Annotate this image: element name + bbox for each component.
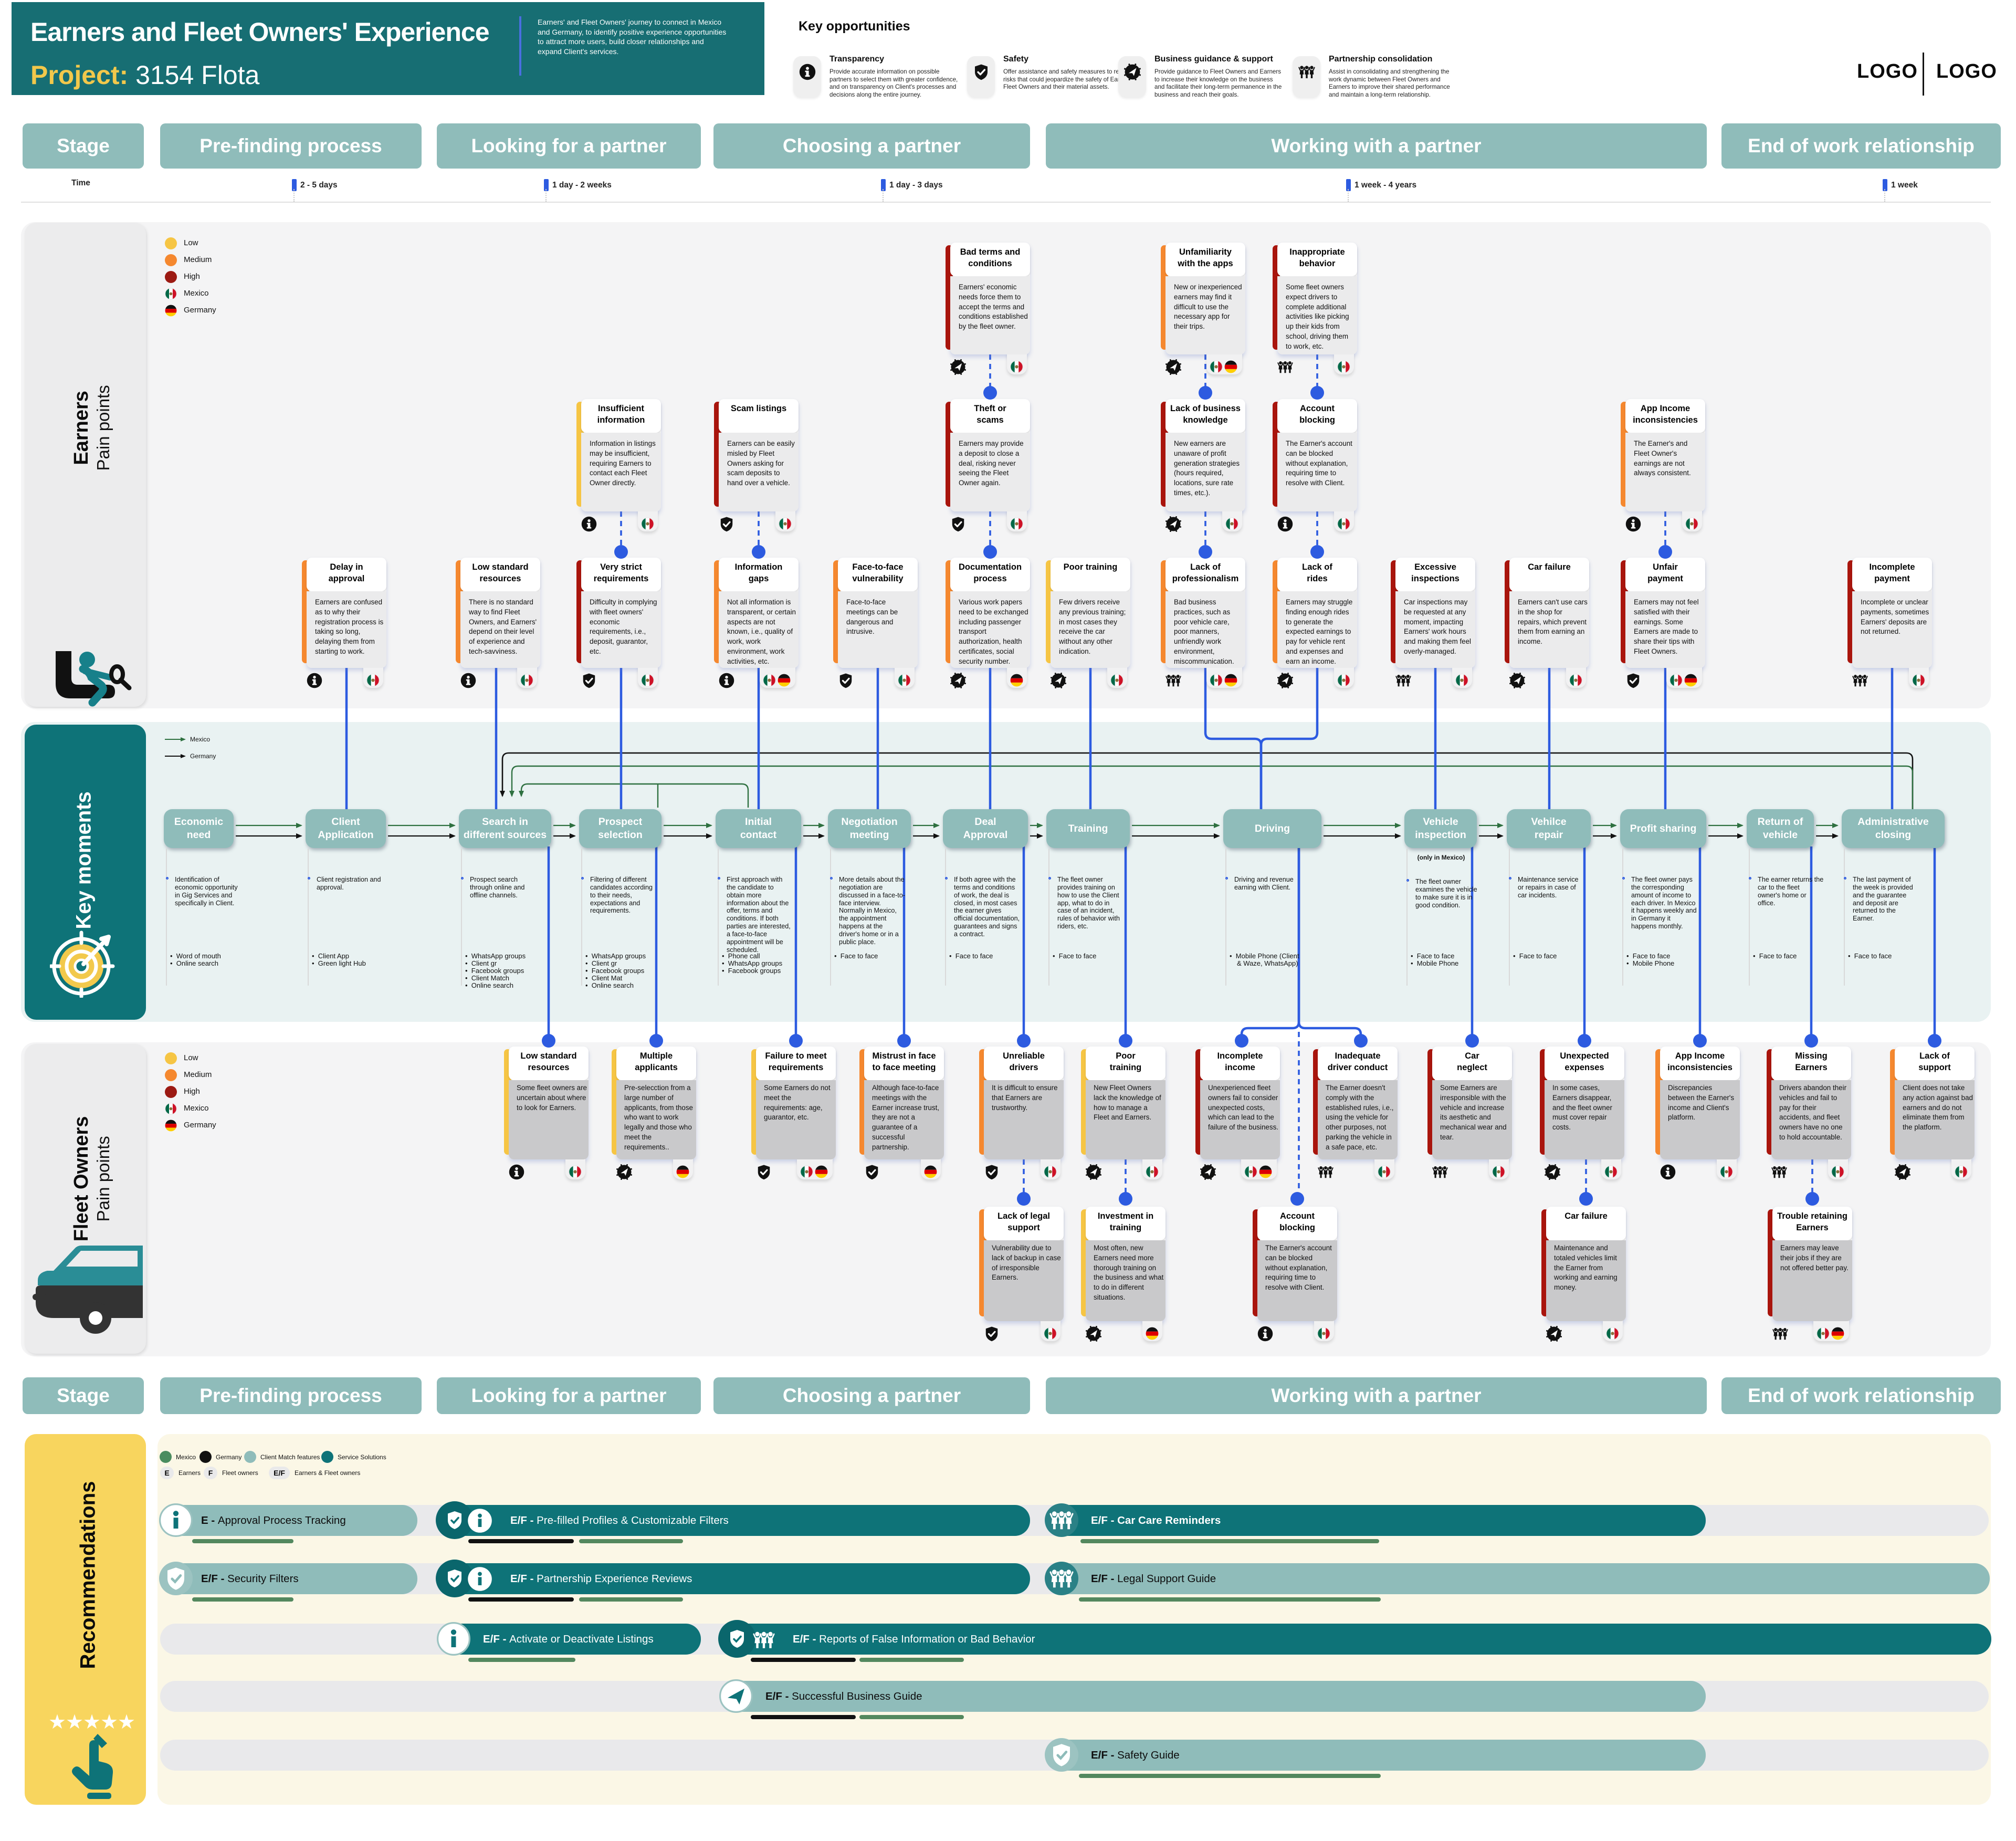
svg-text:★: ★ — [66, 1713, 83, 1733]
svg-text:★: ★ — [83, 1713, 101, 1733]
svg-text:★: ★ — [118, 1713, 135, 1733]
svg-text:★: ★ — [100, 1713, 118, 1733]
svg-text:★: ★ — [48, 1713, 66, 1733]
